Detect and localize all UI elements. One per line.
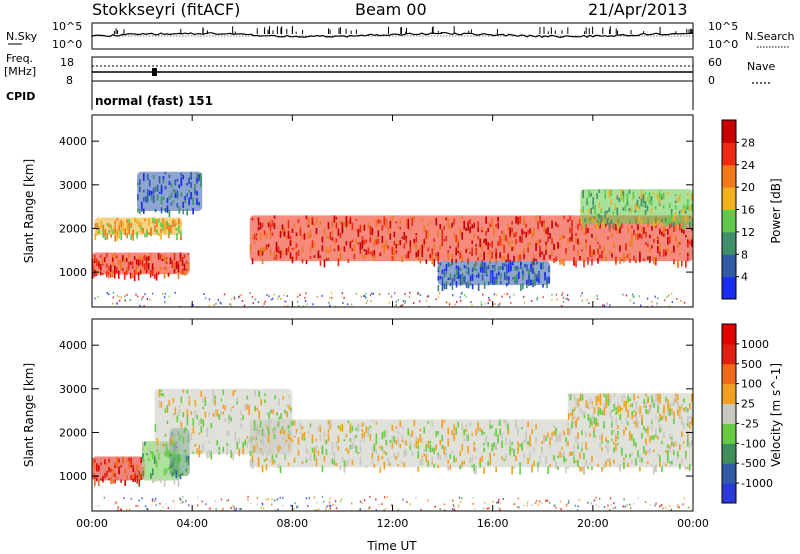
power-colorbar-segment — [722, 120, 736, 143]
log-tick-low-left: 10^0 — [52, 38, 82, 51]
velocity-xtick-label: 08:00 — [276, 517, 308, 530]
power-region-2-cells — [137, 171, 202, 218]
time-xlabel: Time UT — [366, 539, 417, 553]
cpid-panel: CPID normal (fast) 151 — [6, 81, 694, 110]
power-region-0-cells — [92, 252, 190, 282]
power-region-5-cells — [580, 189, 693, 230]
velocity-ytick-label: 4000 — [59, 339, 87, 352]
nsearch-label: N.Search — [745, 30, 795, 43]
power-region-4-cells — [437, 261, 550, 292]
velocity-panel: 1000 2000 3000 4000 00:00 04:00 08:00 12:00 16:0… — [22, 318, 783, 553]
velocity-colorbar-segment — [722, 483, 736, 504]
nave-tick-low: 0 — [708, 74, 715, 87]
velocity-xtick-label: 20:00 — [577, 517, 609, 530]
velocity-xtick-label: 04:00 — [176, 517, 208, 530]
power-colorbar-segment — [722, 142, 736, 166]
power-panel: 1000 2000 3000 4000 Slant Range [km] 28 24 20… — [22, 114, 783, 308]
nave-tick-high: 60 — [708, 56, 722, 69]
freq-panel: Freq. [MHz] 18 8 60 0 Nave — [4, 52, 775, 87]
velocity-colorbar-segment — [722, 324, 736, 345]
power-colorbar-label: Power [dB] — [769, 178, 783, 243]
power-colorbar-segment — [722, 209, 736, 233]
velocity-region-5-cells — [567, 393, 693, 426]
velocity-colorbar-segment — [722, 343, 736, 365]
velocity-xtick-label: 00:00 — [677, 517, 709, 530]
freq-label: Freq. — [6, 52, 33, 65]
power-region-1-cells — [94, 217, 182, 242]
velocity-xtick-label: 12:00 — [377, 517, 409, 530]
velocity-xtick-label: 16:00 — [477, 517, 509, 530]
power-colorbar-tick: 24 — [741, 159, 755, 172]
power-colorbar-tick: 20 — [741, 181, 755, 194]
freq-tick-low: 8 — [66, 74, 73, 87]
velocity-colorbar-label: Velocity [m s^-1] — [769, 363, 783, 467]
velocity-near-range-scatter — [97, 495, 693, 511]
velocity-ylabel: Slant Range [km] — [22, 363, 36, 467]
velocity-colorbar: 1000 500 100 25 -25 -100 -500 -1000 — [721, 323, 773, 504]
velocity-colorbar-tick: -100 — [741, 437, 766, 450]
power-colorbar-tick: 4 — [741, 271, 748, 284]
velocity-colorbar-tick: 1000 — [741, 338, 769, 351]
cpid-label: CPID — [6, 90, 35, 103]
power-colorbar-tick: 28 — [741, 136, 755, 149]
power-colorbar-segment — [722, 164, 736, 188]
power-colorbar-segment — [722, 254, 736, 278]
velocity-colorbar-tick: -500 — [741, 457, 766, 470]
velocity-colorbar-tick: -1000 — [741, 477, 773, 490]
velocity-colorbar-segment — [722, 403, 736, 424]
cpid-value: normal (fast) 151 — [95, 94, 213, 108]
velocity-colorbar-segment — [722, 363, 736, 385]
velocity-xtick-label: 00:00 — [76, 517, 108, 530]
power-colorbar-tick: 8 — [741, 248, 748, 261]
power-ytick-label: 4000 — [59, 135, 87, 148]
noise-traces — [91, 26, 693, 39]
power-colorbar-segment — [722, 231, 736, 255]
power-ylabel: Slant Range [km] — [22, 159, 36, 263]
power-ytick-label: 3000 — [59, 179, 87, 192]
velocity-ytick-label: 1000 — [59, 470, 87, 483]
power-near-range-scatter — [94, 291, 692, 307]
velocity-ytick-label: 3000 — [59, 383, 87, 396]
velocity-colorbar-tick: 25 — [741, 398, 755, 411]
power-colorbar-segment — [722, 276, 736, 300]
velocity-colorbar-segment — [722, 443, 736, 464]
log-tick-high-left: 10^5 — [52, 20, 82, 33]
power-colorbar: 28 24 20 16 12 8 4 — [721, 119, 755, 300]
freq-tick-high: 18 — [60, 56, 74, 69]
power-colorbar-tick: 16 — [741, 204, 755, 217]
velocity-colorbar-tick: -25 — [741, 417, 759, 430]
power-colorbar-tick: 12 — [741, 226, 755, 239]
nsky-label: N.Sky — [6, 30, 38, 43]
power-colorbar-segment — [722, 187, 736, 210]
log-tick-high-right: 10^5 — [708, 20, 738, 33]
freq-unit: [MHz] — [4, 65, 36, 78]
velocity-ytick-label: 2000 — [59, 426, 87, 439]
power-ytick-label: 2000 — [59, 222, 87, 235]
power-ytick-label: 1000 — [59, 266, 87, 279]
station-title: Stokkseyri (fitACF) — [92, 0, 240, 19]
beam-label: Beam 00 — [355, 0, 427, 19]
nave-label: Nave — [747, 60, 775, 73]
velocity-colorbar-tick: 100 — [741, 378, 762, 391]
noise-panel: N.Sky N.Search 10^5 10^0 10^5 10^0 — [6, 20, 795, 51]
freq-glitch — [152, 68, 157, 76]
velocity-colorbar-tick: 500 — [741, 358, 762, 371]
date-label: 21/Apr/2013 — [588, 0, 688, 19]
velocity-colorbar-segment — [722, 383, 736, 405]
velocity-colorbar-segment — [722, 423, 736, 444]
log-tick-low-right: 10^0 — [708, 38, 738, 51]
velocity-colorbar-segment — [722, 463, 736, 484]
